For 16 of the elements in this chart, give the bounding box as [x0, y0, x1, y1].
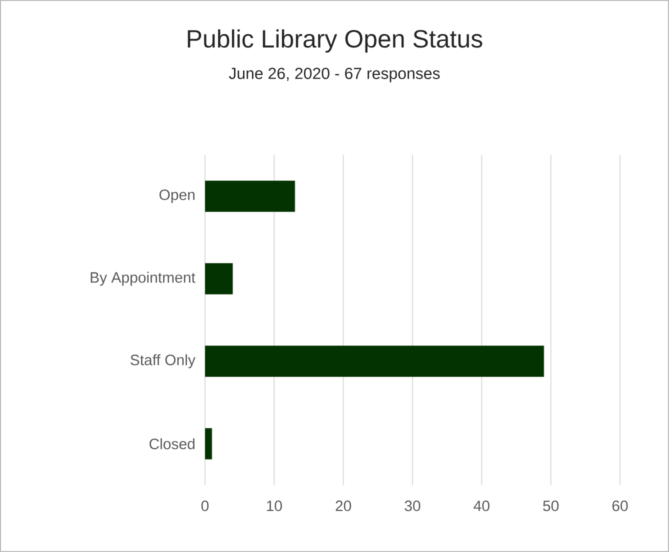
x-tick-label: 50	[543, 500, 559, 512]
bar	[205, 180, 296, 212]
x-tick-label: 60	[612, 500, 628, 512]
x-tick-label: 40	[474, 500, 490, 512]
x-tick-label: 10	[266, 500, 282, 512]
chart-title: Public Library Open Status	[188, 29, 482, 53]
bar	[205, 263, 233, 294]
x-tick-label: 20	[336, 500, 352, 512]
bar	[205, 346, 544, 377]
y-tick-label: Closed	[150, 438, 194, 450]
y-tick-label: Open	[159, 189, 194, 204]
y-tick-label: Staff Only	[130, 354, 196, 368]
y-tick-label: By Appointment	[90, 272, 196, 286]
x-tick-label: 0	[201, 500, 209, 512]
chart-subtitle: June 26, 2020 - 67 responses	[228, 68, 440, 82]
x-tick-label: 30	[404, 500, 420, 512]
